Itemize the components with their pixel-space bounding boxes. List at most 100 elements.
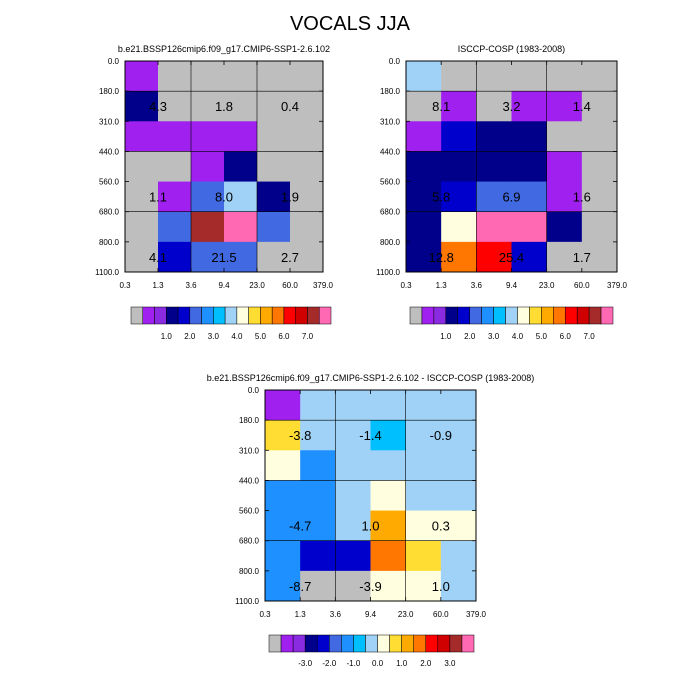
heatmap-cell: [476, 181, 512, 213]
heatmap-cell: [511, 181, 548, 213]
heatmap-cell: [265, 450, 301, 481]
colorbar-label: -3.0: [298, 659, 312, 668]
y-tick-label: 180.0: [380, 87, 401, 96]
heatmap-cell: [440, 450, 477, 481]
heatmap-cell: [257, 121, 291, 152]
panel-title: b.e21.BSSP126cmip6.f09_g17.CMIP6-SSP1-2.…: [207, 373, 535, 383]
x-tick-label: 60.0: [282, 281, 298, 290]
heatmap-cell: [300, 420, 336, 451]
heatmap-panel-1: b.e21.BSSP126cmip6.f09_g17.CMIP6-SSP1-2.…: [95, 44, 333, 341]
cell-value-label: 1.0: [361, 519, 379, 534]
heatmap-cell: [300, 570, 336, 602]
heatmap-cell: [335, 450, 371, 481]
heatmap-cell: [224, 211, 258, 243]
cell-value-label: -1.4: [359, 428, 381, 443]
heatmap-cell: [581, 61, 618, 92]
y-tick-label: 0.0: [389, 57, 401, 66]
heatmap-cell: [335, 540, 371, 572]
x-tick-label: 3.6: [185, 281, 197, 290]
colorbar-label: 2.0: [464, 332, 476, 341]
heatmap-cell: [441, 211, 477, 243]
heatmap-cell: [546, 121, 583, 152]
y-tick-label: 1100.0: [376, 268, 400, 277]
heatmap-cell: [290, 121, 324, 152]
heatmap-cell: [290, 61, 324, 92]
heatmap-cell: [581, 91, 618, 122]
colorbar-label: 5.0: [536, 332, 548, 341]
colorbar-swatch: [283, 306, 296, 325]
colorbar-swatch: [425, 634, 439, 653]
colorbar-label: 4.0: [231, 332, 243, 341]
colorbar-swatch: [553, 306, 566, 325]
colorbar-swatch: [401, 634, 414, 653]
colorbar-label: 2.0: [420, 659, 432, 668]
heatmap-cell: [335, 390, 371, 421]
figure-title: VOCALS JJA: [290, 13, 411, 35]
colorbar-swatch: [130, 306, 144, 325]
x-tick-label: 379.0: [313, 281, 334, 290]
heatmap-cell: [441, 91, 477, 122]
heatmap-cell: [546, 211, 583, 243]
heatmap-cell: [370, 420, 407, 451]
cell-value-label: 6.9: [502, 190, 520, 205]
heatmap-cell: [581, 211, 618, 243]
heatmap-cell: [370, 540, 407, 572]
cell-value-label: 8.0: [215, 190, 233, 205]
colorbar-swatch: [469, 306, 482, 325]
x-tick-label: 0.3: [119, 281, 131, 290]
x-tick-label: 23.0: [398, 610, 414, 619]
heatmap-cell: [300, 390, 336, 421]
heatmap-cell: [191, 61, 225, 92]
colorbar-swatch: [292, 634, 306, 653]
heatmap-cell: [370, 570, 407, 602]
heatmap-cell: [476, 121, 512, 152]
heatmap-cell: [406, 241, 442, 273]
heatmap-cell: [476, 91, 512, 122]
heatmap-cell: [406, 211, 442, 243]
cell-value-label: 1.8: [215, 99, 233, 114]
heatmap-cell: [476, 151, 512, 182]
heatmap-cell: [511, 61, 548, 92]
colorbar-swatch: [341, 634, 354, 653]
heatmap-cell: [546, 181, 583, 213]
colorbar-label: 2.0: [184, 332, 196, 341]
colorbar-swatch: [421, 306, 435, 325]
y-tick-label: 1100.0: [95, 268, 119, 277]
heatmap-cell: [125, 91, 159, 122]
heatmap-cell: [158, 91, 192, 122]
y-tick-label: 560.0: [380, 178, 401, 187]
heatmap-cell: [257, 61, 291, 92]
y-tick-label: 680.0: [380, 208, 401, 217]
panel-title: ISCCP-COSP (1983-2008): [458, 44, 565, 54]
heatmap-cell: [158, 241, 192, 273]
heatmap-cell: [405, 540, 442, 572]
colorbar-swatch: [166, 306, 179, 325]
heatmap-cell: [290, 181, 324, 213]
cell-value-label: 1.1: [149, 190, 167, 205]
heatmap-cell: [441, 121, 477, 152]
colorbar-swatch: [271, 306, 285, 325]
cell-value-label: 1.6: [573, 190, 591, 205]
x-tick-label: 23.0: [249, 281, 265, 290]
cell-value-label: 25.4: [499, 250, 524, 265]
cell-value-label: -0.9: [430, 428, 452, 443]
heatmap-cell: [581, 241, 618, 273]
colorbar-swatch: [248, 306, 261, 325]
cell-value-label: 1.0: [432, 579, 450, 594]
colorbar-swatch: [142, 306, 155, 325]
colorbar-swatch: [268, 634, 282, 653]
heatmap-cell: [300, 450, 336, 481]
heatmap-cell: [265, 420, 301, 451]
heatmap-cell: [300, 540, 336, 572]
colorbar-label: 3.0: [208, 332, 220, 341]
heatmap-cell: [405, 390, 442, 421]
cell-value-label: 1.4: [573, 99, 591, 114]
x-tick-label: 3.6: [330, 610, 342, 619]
heatmap-cell: [476, 241, 512, 273]
heatmap-panel-2: ISCCP-COSP (1983-2008) 0.0 180.0 310.0 440.0…: [376, 44, 627, 341]
heatmap-cell: [405, 570, 442, 602]
heatmap-cell: [406, 61, 442, 92]
colorbar-label: 6.0: [560, 332, 572, 341]
heatmap-cell: [440, 540, 477, 572]
y-tick-label: 1100.0: [235, 597, 259, 606]
